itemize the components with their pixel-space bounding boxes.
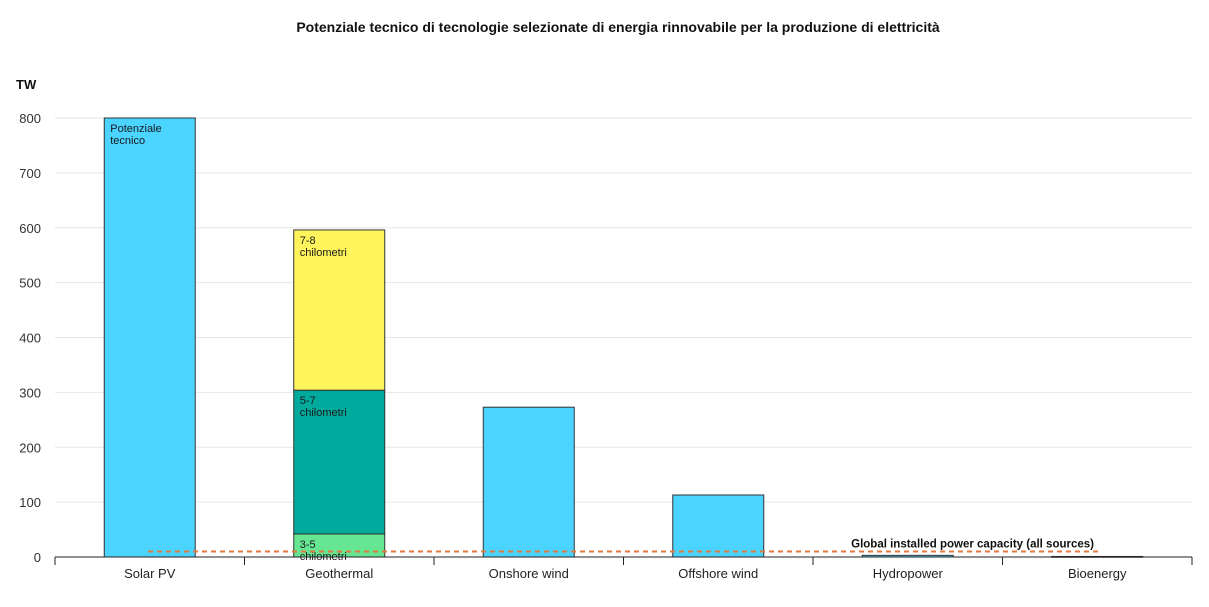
segment-label: tecnico — [110, 135, 145, 147]
x-tick-label: Bioenergy — [1068, 566, 1127, 581]
y-tick-label: 100 — [19, 495, 41, 510]
segment-label: chilometri — [300, 247, 347, 259]
segment-label: 5-7 — [300, 395, 316, 407]
x-tick-label: Offshore wind — [678, 566, 758, 581]
bar-offshore-wind — [672, 494, 765, 558]
y-tick-label: 500 — [19, 276, 41, 291]
y-tick-label: 0 — [34, 550, 41, 565]
reference-line-group: Global installed power capacity (all sou… — [148, 539, 1098, 553]
y-tick-label: 700 — [19, 166, 41, 181]
y-tick-label: 600 — [19, 221, 41, 236]
reference-line-label: Global installed power capacity (all sou… — [851, 539, 1094, 551]
y-tick-label: 300 — [19, 385, 41, 400]
x-tick-label: Solar PV — [124, 566, 176, 581]
segment-label: Potenziale — [110, 123, 161, 135]
chart-title: Potenziale tecnico di tecnologie selezio… — [296, 19, 940, 35]
segment-label: 3-5 — [300, 539, 316, 551]
bar-onshore-wind — [482, 406, 575, 558]
y-tick-label: 200 — [19, 440, 41, 455]
segment-label: chilometri — [300, 407, 347, 419]
gridlines — [55, 117, 1192, 503]
bars: Potenzialetecnico3-5chilometri5-7chilome… — [103, 117, 1144, 563]
bar-geothermal — [293, 389, 386, 535]
bar-geothermal — [293, 229, 386, 391]
bar-solar-pv — [103, 117, 196, 558]
y-axis-ticks: 0 100 200 300 400 500 600 700 800 — [19, 111, 41, 565]
x-tick-label: Onshore wind — [489, 566, 569, 581]
y-tick-label: 800 — [19, 111, 41, 126]
segment-label: 7-8 — [300, 235, 316, 247]
x-tick-label: Geothermal — [305, 566, 373, 581]
y-tick-label: 400 — [19, 331, 41, 346]
y-axis-unit: TW — [16, 77, 37, 92]
x-tick-label: Hydropower — [873, 566, 944, 581]
x-axis: Solar PV Geothermal Onshore wind Offshore w… — [54, 556, 1193, 581]
